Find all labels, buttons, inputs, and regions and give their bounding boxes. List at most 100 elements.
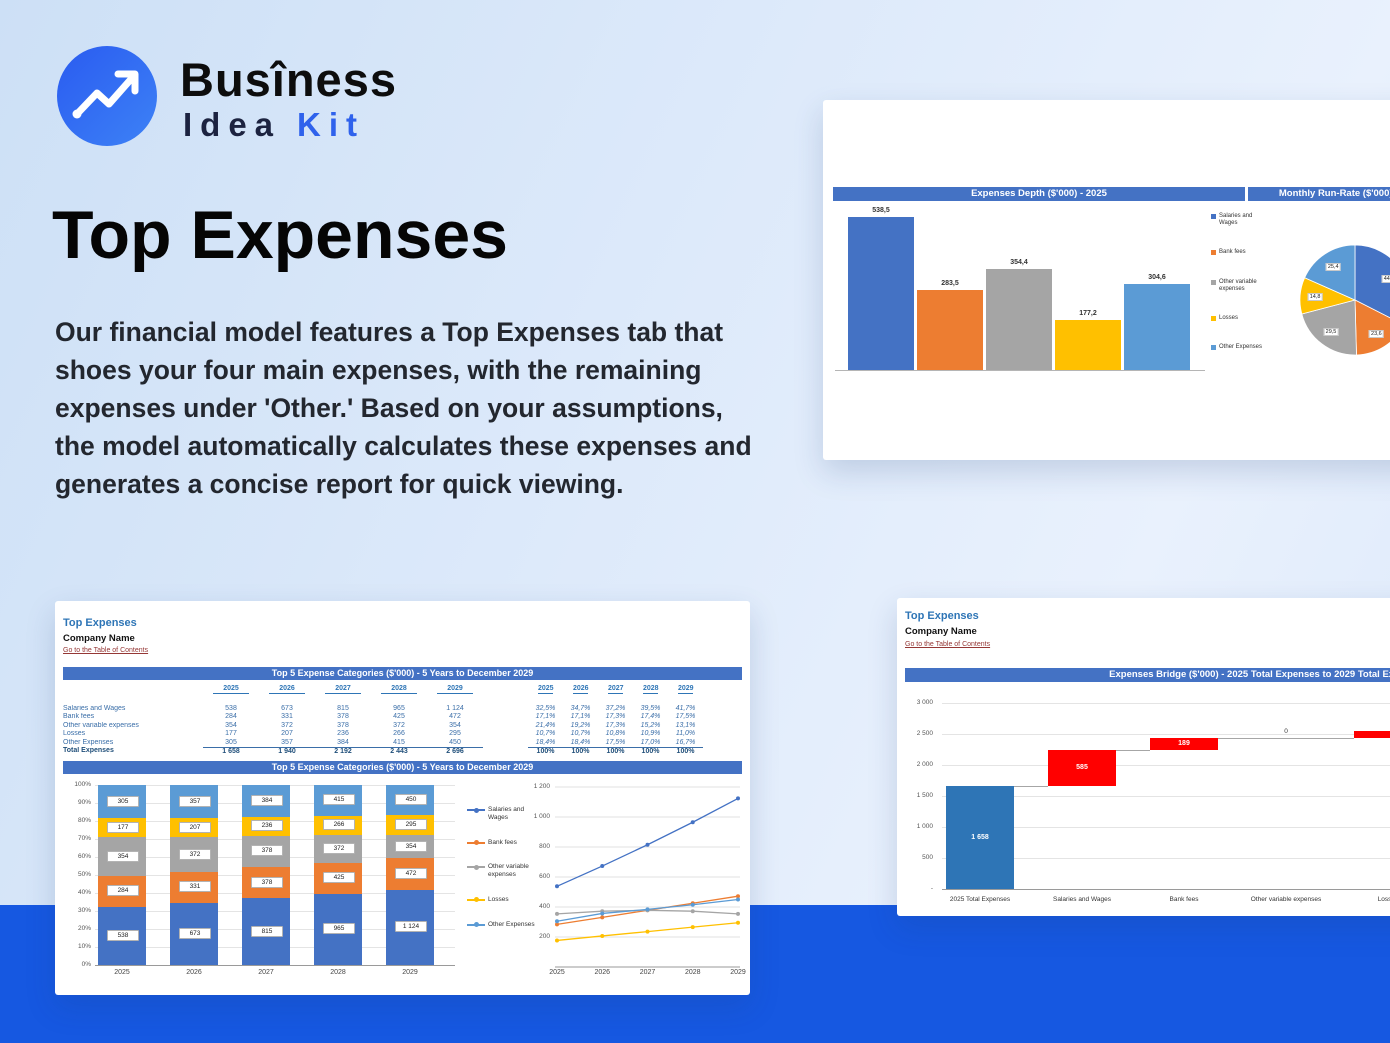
section-header-monthly-run-rate: Monthly Run-Rate ($'000) - 2025 (1248, 187, 1390, 201)
table-of-contents-link[interactable]: Go to the Table of Contents (905, 641, 991, 648)
table-cell: 17,1% (535, 713, 556, 720)
legend-swatch (1211, 250, 1216, 256)
legend-marker-dot (474, 897, 479, 903)
line-marker (600, 864, 605, 869)
x-axis-label: 2025 Total Expenses (949, 896, 1011, 903)
table-cell: 472 (449, 713, 461, 720)
x-axis-label: 2025 (549, 969, 565, 976)
x-axis-label: 2029 (730, 969, 746, 976)
y-axis-tick: 40% (77, 889, 91, 896)
bar-value-label: 189 (1178, 740, 1190, 748)
pie-slice (1354, 299, 1390, 356)
y-axis-tick: 1 500 (916, 792, 933, 799)
table-cell: 17,1% (570, 713, 591, 720)
table-cell: 1 658 (203, 747, 259, 757)
legend-label: Losses (488, 895, 509, 903)
line-marker (555, 919, 559, 924)
y-axis-tick: 30% (77, 907, 91, 914)
bar-value-label: 283,5 (941, 279, 959, 287)
table-of-contents-link[interactable]: Go to the Table of Contents (63, 647, 149, 654)
sheet-title: Top Expenses (905, 610, 979, 622)
table-cell: 32,5% (535, 704, 556, 712)
waterfall-y-axis: 3 000 2 500 2 000 1 500 1 000 500 - (899, 598, 933, 916)
table-cell: 100% (668, 747, 703, 757)
y-axis-tick: 20% (77, 925, 91, 932)
line-chart-x-axis: 2025 2026 2027 2028 2029 (549, 969, 746, 979)
table-cell: 354 (449, 721, 461, 729)
section-header-expenses-bridge: Expenses Bridge ($'000) - 2025 Total Exp… (905, 668, 1390, 682)
table-row: Other variable expenses 354 372 378 372 354 21… (63, 722, 742, 731)
table-cell: 450 (449, 738, 461, 746)
segment-data-label: 357 (179, 795, 211, 807)
brand-subname-accent: Kit (297, 106, 366, 143)
table-cell: 17,3% (605, 721, 626, 729)
gridline (942, 703, 1390, 704)
pie-slice (1301, 299, 1357, 356)
bar-value-label: 1 658 (971, 833, 989, 841)
legend-marker (467, 922, 485, 928)
legend-item: Other Expenses (1211, 344, 1269, 351)
segment-data-label: 177 (107, 821, 139, 833)
bar-value-label: 538,5 (872, 207, 890, 214)
depth-bar (986, 269, 1052, 370)
table-cell: 538 (225, 704, 237, 712)
table-cell: 236 (337, 730, 349, 737)
line-marker (736, 796, 740, 801)
gridline (942, 827, 1390, 828)
legend-marker-dot (474, 807, 479, 813)
legend-marker-dot (474, 840, 479, 846)
y-axis-tick: 1 000 (916, 823, 933, 830)
x-axis-label: 2027 (639, 969, 656, 976)
table-cell: 11,0% (675, 730, 696, 737)
y-axis-tick: - (930, 885, 933, 892)
table-cell: 1 940 (259, 747, 315, 757)
legend-marker (467, 897, 485, 903)
table-row: Salaries and Wages 538 673 815 965 1 124 32,5%… (63, 705, 742, 714)
table-row: Total Expenses 1 658 1 940 2 192 2 443 2 696 1… (63, 747, 742, 756)
gridline (942, 734, 1390, 735)
table-cell: 384 (337, 738, 349, 746)
segment-data-label: 673 (179, 927, 211, 939)
legend-marker-dot (474, 922, 479, 928)
legend-marker (467, 840, 485, 846)
legend-swatch (1211, 345, 1216, 351)
legend-item: Losses (467, 896, 539, 904)
segment-data-label: 815 (251, 925, 283, 937)
table-cell: 2029 (437, 685, 473, 694)
table-cell: 295 (449, 730, 461, 737)
waterfall-bar (1354, 730, 1390, 739)
table-cell: 357 (281, 738, 293, 746)
y-axis-tick: 400 (539, 903, 550, 910)
table-cell: 2026 (269, 685, 305, 694)
table-cell: Other Expenses (63, 738, 114, 746)
line-marker (690, 820, 695, 825)
pie-data-label: 14,8 (1307, 292, 1323, 301)
screenshot-card-expenses-depth: Expenses Depth ($'000) - 2025 Monthly Ru… (823, 100, 1390, 460)
y-axis-tick: 1 000 (533, 813, 550, 820)
pie-data-label: 23,6 (1369, 329, 1384, 338)
legend-swatch (1211, 214, 1216, 219)
table-cell: 100% (633, 747, 668, 757)
waterfall-connector (1116, 749, 1150, 751)
table-cell: 372 (393, 721, 405, 729)
table-cell: 10,7% (535, 730, 556, 737)
table-cell: 17,4% (640, 713, 661, 720)
legend-marker (467, 864, 485, 870)
x-axis-label: Bank fees (1169, 896, 1199, 903)
y-axis-tick: 600 (539, 873, 550, 880)
x-axis-label: 2029 (402, 969, 418, 976)
y-axis-tick: 80% (77, 817, 91, 824)
line-marker (600, 915, 605, 920)
legend-label: Other variable expenses (488, 863, 529, 879)
legend-label: Other Expenses (488, 920, 535, 928)
waterfall-bar (1150, 738, 1218, 750)
table-cell: 177 (225, 730, 237, 737)
waterfall-connector (1014, 786, 1048, 788)
legend-item: Other variable expenses (467, 863, 539, 879)
table-cell: 2025 (213, 685, 249, 694)
table-cell: 207 (281, 730, 293, 737)
x-axis-label: 2028 (685, 969, 701, 976)
table-row: 2025 2026 2027 2028 2029 2025 2026 2027 2028 2029 (63, 685, 742, 694)
y-axis-tick: 90% (77, 799, 91, 806)
pie-slice (1354, 244, 1390, 319)
